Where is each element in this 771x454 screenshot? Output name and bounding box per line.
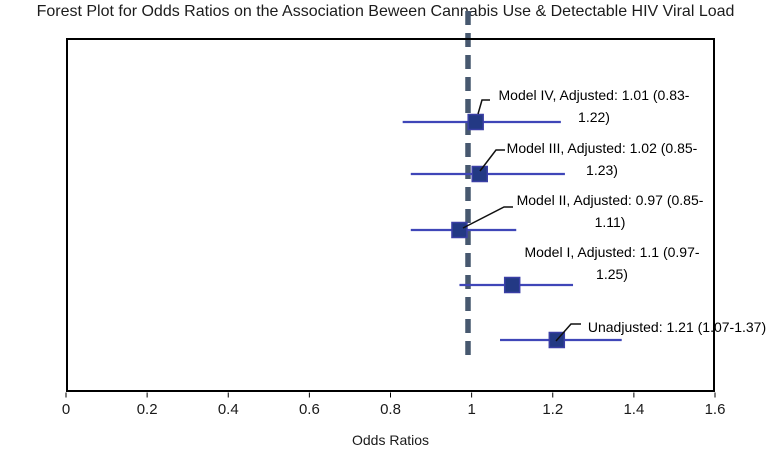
row-annotation: Model II, Adjusted: 0.97 (0.85- 1.11) [516,192,704,230]
leader-line [462,206,513,229]
leader-line [555,323,581,342]
x-tick-label: 1 [467,401,476,418]
x-tick-label: 0.4 [217,401,239,418]
or-marker [467,113,484,131]
row-annotation: Unadjusted: 1.21 (1.07-1.37) [587,319,767,335]
leader-line [479,149,505,172]
row-annotation: Model III, Adjusted: 1.02 (0.85- 1.23) [506,140,698,178]
or-marker [471,165,488,183]
x-tick-label: 0.2 [136,401,158,418]
leader-line [477,99,490,115]
or-marker [451,221,468,239]
plot-frame [66,38,715,392]
x-tick-label: 0.8 [380,401,401,418]
x-axis-title: Odds Ratios [351,432,430,448]
x-tick-label: 1.2 [542,401,564,418]
row-annotation: Model IV, Adjusted: 1.01 (0.83- 1.22) [498,87,690,125]
or-marker [503,276,521,294]
x-tick-label: 1.4 [623,401,645,418]
x-tick-label: 1.6 [704,401,726,418]
x-tick-label: 0 [61,401,71,418]
x-tick-label: 0.6 [298,401,320,418]
row-annotation: Model I, Adjusted: 1.1 (0.97- 1.25) [524,244,700,282]
chart-title: Forest Plot for Odds Ratios on the Assoc… [36,3,735,20]
